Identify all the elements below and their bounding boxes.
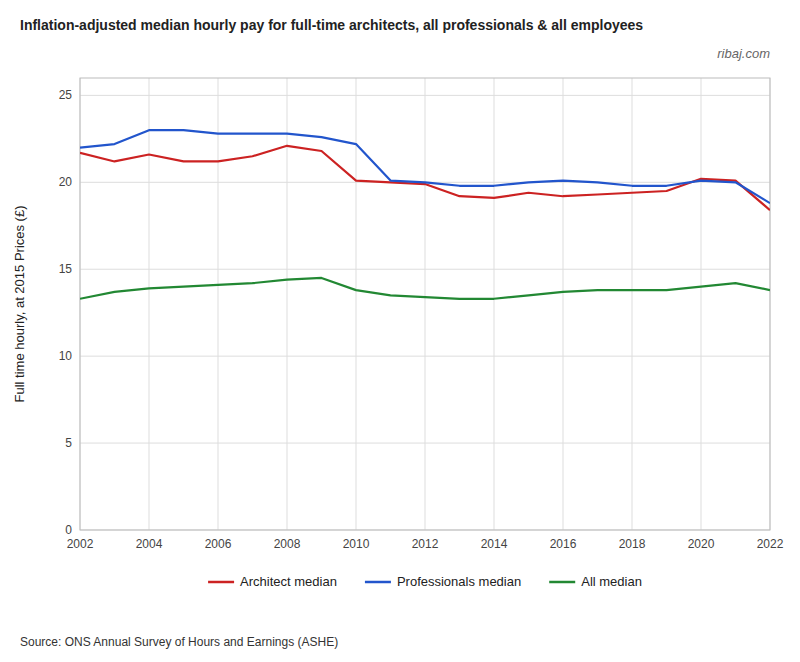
x-tick-label: 2004 <box>136 537 163 551</box>
legend-label: All median <box>581 574 642 589</box>
legend-item: Professionals median <box>365 574 521 589</box>
y-tick-label: 25 <box>59 88 73 102</box>
watermark: ribaj.com <box>717 46 770 61</box>
grid-line <box>494 78 495 530</box>
chart: Inflation-adjusted median hourly pay for… <box>0 0 800 662</box>
plot-frame <box>80 78 770 530</box>
legend-swatch <box>365 581 391 584</box>
x-tick-label: 2008 <box>274 537 301 551</box>
x-tick-label: 2016 <box>550 537 577 551</box>
grid-line <box>563 78 564 530</box>
x-tick-label: 2012 <box>412 537 439 551</box>
grid-line <box>425 78 426 530</box>
legend-label: Architect median <box>240 574 337 589</box>
legend: Architect median Professionals median All … <box>208 574 642 589</box>
series-line <box>80 130 770 203</box>
x-tick-label: 2002 <box>67 537 94 551</box>
x-tick-label: 2020 <box>688 537 715 551</box>
grid-line <box>218 78 219 530</box>
legend-swatch <box>208 581 234 584</box>
legend-label: Professionals median <box>397 574 521 589</box>
grid-line <box>701 78 702 530</box>
title: Inflation-adjusted median hourly pay for… <box>20 17 643 33</box>
y-tick-label: 5 <box>65 436 72 450</box>
lines <box>80 130 770 299</box>
legend-item: Architect median <box>208 574 337 589</box>
series-line <box>80 278 770 299</box>
x-tick-label: 2018 <box>619 537 646 551</box>
x-tick-label: 2022 <box>757 537 784 551</box>
source: Source: ONS Annual Survey of Hours and E… <box>20 635 338 649</box>
y-tick-label: 0 <box>65 523 72 537</box>
x-tick-label: 2010 <box>343 537 370 551</box>
grid <box>80 78 770 530</box>
y-axis-label: Full time hourly, at 2015 Prices (£) <box>12 206 27 403</box>
y-tick-label: 20 <box>59 175 73 189</box>
legend-item: All median <box>549 574 642 589</box>
y-tick-label: 10 <box>59 349 73 363</box>
legend-swatch <box>549 581 575 584</box>
grid-line <box>149 78 150 530</box>
x-tick-label: 2014 <box>481 537 508 551</box>
series-line <box>80 146 770 210</box>
x-tick-label: 2006 <box>205 537 232 551</box>
grid-line <box>632 78 633 530</box>
y-tick-label: 15 <box>59 262 73 276</box>
